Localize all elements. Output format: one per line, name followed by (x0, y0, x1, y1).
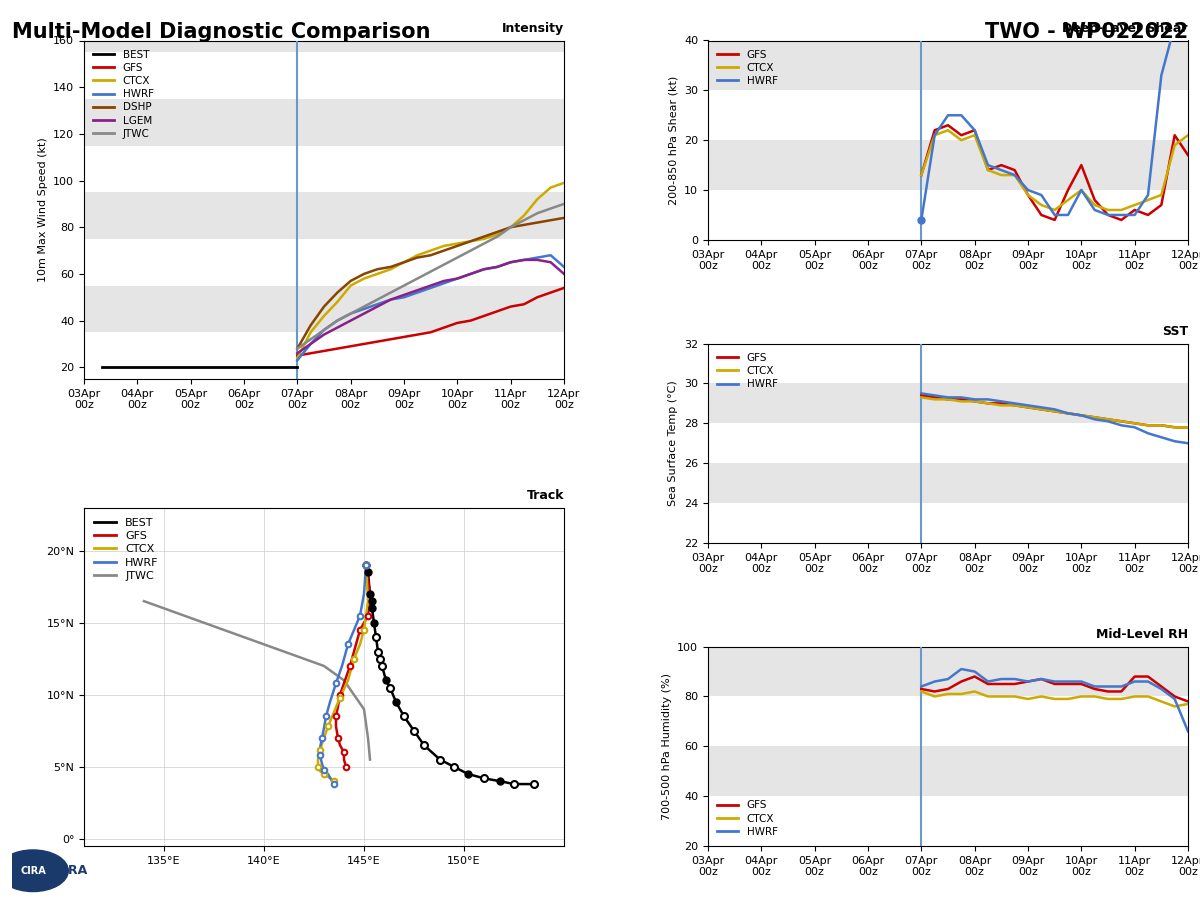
Legend: BEST, GFS, CTCX, HWRF, DSHP, LGEM, JTWC: BEST, GFS, CTCX, HWRF, DSHP, LGEM, JTWC (89, 46, 157, 143)
Text: Intensity: Intensity (502, 22, 564, 35)
Text: TWO - WP022022: TWO - WP022022 (985, 22, 1188, 42)
Bar (84, 40, 564, 52)
Legend: BEST, GFS, CTCX, HWRF, JTWC: BEST, GFS, CTCX, HWRF, JTWC (90, 513, 163, 585)
Bar (84, 193, 564, 238)
Bar (708, 464, 1188, 503)
Text: ⓒIRA: ⓒIRA (56, 864, 88, 878)
Y-axis label: 200-850 hPa Shear (kt): 200-850 hPa Shear (kt) (668, 76, 678, 205)
Text: CIRA: CIRA (20, 866, 46, 876)
Bar (84, 99, 564, 146)
Text: Mid-Level RH: Mid-Level RH (1096, 628, 1188, 642)
Circle shape (0, 850, 68, 892)
Legend: GFS, CTCX, HWRF: GFS, CTCX, HWRF (713, 46, 781, 90)
Y-axis label: Sea Surface Temp (°C): Sea Surface Temp (°C) (668, 381, 678, 506)
Text: Multi-Model Diagnostic Comparison: Multi-Model Diagnostic Comparison (12, 22, 431, 42)
Y-axis label: 700-500 hPa Humidity (%): 700-500 hPa Humidity (%) (661, 673, 672, 820)
Bar (708, 383, 1188, 423)
Text: Deep-Layer Shear: Deep-Layer Shear (1062, 22, 1188, 35)
Text: Track: Track (527, 490, 564, 502)
Y-axis label: 10m Max Wind Speed (kt): 10m Max Wind Speed (kt) (37, 138, 48, 282)
Bar (708, 140, 1188, 190)
Legend: GFS, CTCX, HWRF: GFS, CTCX, HWRF (713, 796, 781, 841)
Text: SST: SST (1162, 325, 1188, 338)
Legend: GFS, CTCX, HWRF: GFS, CTCX, HWRF (713, 349, 781, 393)
Bar (708, 746, 1188, 796)
Bar (84, 285, 564, 332)
Bar (708, 40, 1188, 90)
Bar (708, 646, 1188, 697)
